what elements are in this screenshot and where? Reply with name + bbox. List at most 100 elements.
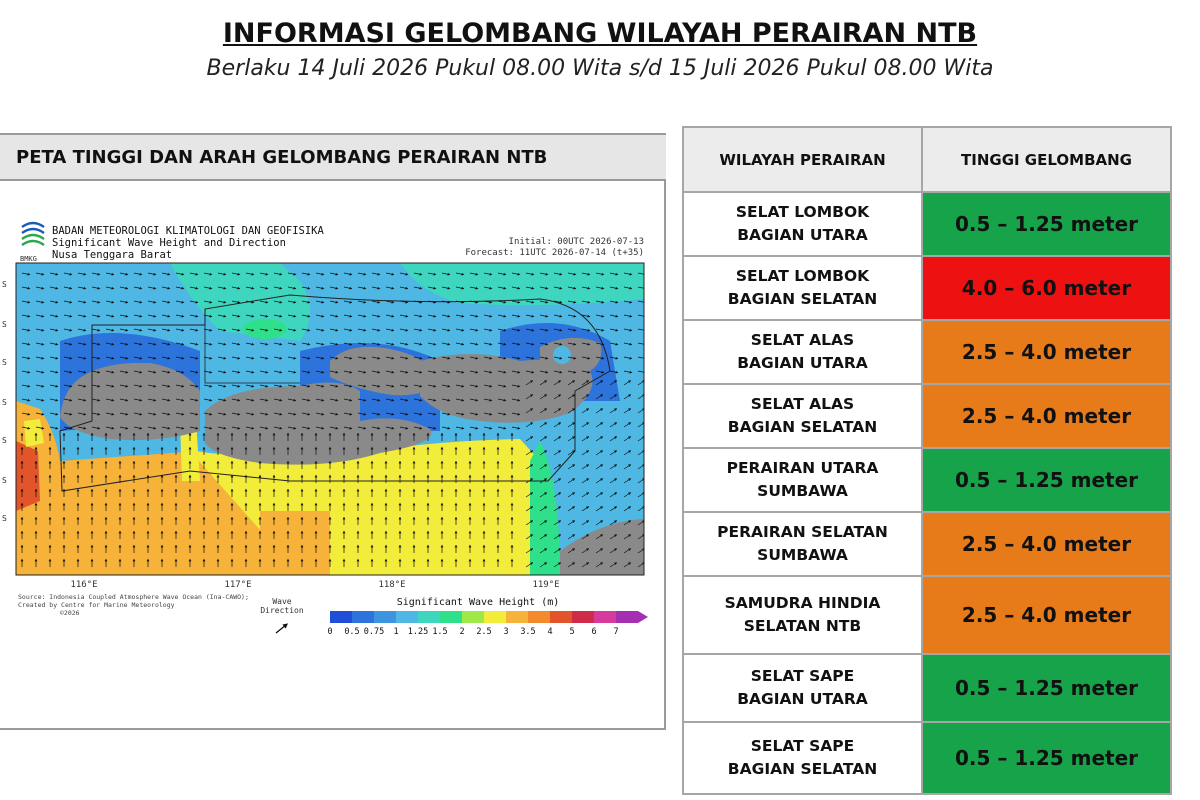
wave-arrow <box>371 286 381 290</box>
wave-arrow <box>413 286 423 290</box>
wave-arrow <box>203 328 213 332</box>
legend-color-swatch <box>572 611 594 623</box>
wave-arrow <box>525 548 534 554</box>
wave-arrow <box>441 370 451 374</box>
wave-arrow <box>567 300 577 304</box>
region-cell: PERAIRAN UTARA SUMBAWA <box>682 447 923 513</box>
wave-arrow <box>553 272 563 276</box>
wave-arrow <box>203 384 213 388</box>
wave-arrow <box>315 300 325 304</box>
wave-arrow <box>133 356 143 360</box>
wave-arrow <box>553 286 563 290</box>
wave-arrow <box>609 548 618 554</box>
region-cell: SAMUDRA HINDIA SELATAN NTB <box>682 575 923 655</box>
wave-arrow <box>35 328 45 332</box>
wave-arrow <box>441 398 451 402</box>
wave-arrow <box>595 328 605 332</box>
wave-arrow <box>35 286 45 290</box>
wave-arrow <box>595 408 604 414</box>
wave-arrow <box>161 384 171 388</box>
wave-arrow <box>91 384 101 388</box>
wave-arrow <box>147 328 157 332</box>
wave-arrow <box>217 300 227 304</box>
wave-height-cell: 2.5 – 4.0 meter <box>921 383 1172 449</box>
wave-arrow <box>581 436 590 442</box>
wave-arrow <box>469 412 479 416</box>
wave-arrow <box>609 380 618 386</box>
wave-arrow <box>609 370 619 374</box>
wave-arrow <box>567 356 577 360</box>
wave-arrow <box>133 286 143 290</box>
wave-arrow <box>357 300 367 304</box>
wave-arrow <box>119 398 129 402</box>
wave-arrow <box>189 300 199 304</box>
wave-arrow <box>441 286 451 290</box>
wave-arrow <box>189 412 199 416</box>
wave-arrow <box>343 398 353 402</box>
wave-arrow <box>259 398 269 402</box>
wave-arrow <box>385 272 395 276</box>
wave-height-cell: 0.5 – 1.25 meter <box>921 447 1172 513</box>
wave-arrow <box>483 272 493 276</box>
wave-arrow <box>273 286 283 290</box>
wave-arrow <box>567 380 576 386</box>
wave-arrow <box>161 300 171 304</box>
legend-tick-label: 2 <box>459 627 464 637</box>
wave-arrow <box>203 300 213 304</box>
wave-arrow <box>525 370 535 374</box>
wave-arrow <box>469 272 479 276</box>
wave-arrow <box>455 272 465 276</box>
region-name-line2: BAGIAN UTARA <box>737 354 868 372</box>
wave-arrow <box>567 408 576 414</box>
wave-arrow <box>217 412 227 416</box>
wave-arrow <box>21 426 31 430</box>
wave-arrow <box>133 384 143 388</box>
wave-arrow <box>105 272 115 276</box>
wave-arrow <box>49 314 59 318</box>
legend-color-swatch <box>616 611 638 623</box>
wave-arrow <box>245 384 255 388</box>
wave-arrow <box>581 520 590 526</box>
wave-arrow <box>567 314 577 318</box>
wave-arrow <box>455 342 465 346</box>
wave-arrow <box>105 398 115 402</box>
svg-text:S: S <box>2 280 7 289</box>
wave-arrow <box>105 370 115 374</box>
region-cell: SELAT SAPE BAGIAN UTARA <box>682 653 923 723</box>
wave-arrow <box>63 342 73 346</box>
wave-arrow <box>245 314 255 318</box>
wave-arrow <box>371 398 381 402</box>
wave-arrow <box>581 342 591 346</box>
wave-arrow <box>609 464 618 470</box>
wave-arrow <box>399 384 409 388</box>
wave-arrow <box>35 342 45 346</box>
wave-arrow <box>539 492 548 498</box>
wave-direction-arrow-icon <box>275 623 289 634</box>
wave-arrow <box>385 342 395 346</box>
wave-arrow <box>63 384 73 388</box>
wave-arrow <box>35 426 45 430</box>
wave-arrow <box>637 562 644 568</box>
wave-arrow <box>511 314 521 318</box>
wave-arrow <box>623 436 632 442</box>
wave-arrow <box>315 342 325 346</box>
wave-arrow <box>413 272 423 276</box>
wave-arrow <box>581 464 590 470</box>
wave-arrow <box>273 314 283 318</box>
wave-arrow <box>553 562 562 568</box>
table-row: SAMUDRA HINDIA SELATAN NTB 2.5 – 4.0 meter <box>682 575 1172 655</box>
wave-arrow <box>119 370 129 374</box>
wave-arrow <box>203 370 213 374</box>
wave-arrow <box>217 426 227 430</box>
wave-arrow <box>133 272 143 276</box>
wave-arrow <box>21 272 31 276</box>
wave-arrow <box>497 426 507 430</box>
wave-arrow <box>161 342 171 346</box>
wave-arrow <box>595 380 604 386</box>
legend-arrow-tip <box>638 611 648 623</box>
wave-arrow <box>553 492 562 498</box>
wave-arrow <box>525 300 535 304</box>
wave-arrow <box>329 370 339 374</box>
wave-arrow <box>357 356 367 360</box>
wave-arrow <box>525 328 535 332</box>
